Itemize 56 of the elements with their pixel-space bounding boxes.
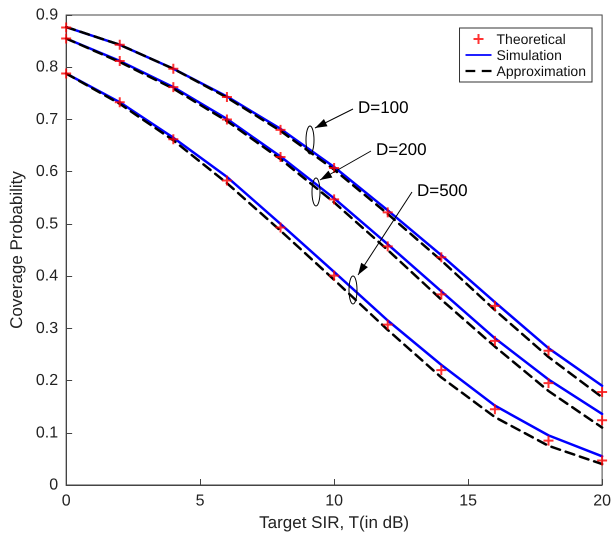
point (329, 163, 340, 174)
x-tick-label: 5 (196, 492, 205, 510)
point (597, 387, 608, 398)
point (382, 241, 393, 252)
point (382, 207, 393, 218)
point (382, 320, 393, 330)
point (222, 176, 232, 186)
point (329, 194, 340, 204)
point (597, 455, 608, 466)
point (490, 404, 500, 414)
point (276, 222, 286, 233)
point (490, 336, 500, 346)
point (597, 415, 608, 426)
point (61, 34, 72, 44)
point (276, 152, 286, 162)
point (544, 346, 554, 356)
point (436, 289, 446, 300)
legend-label: Simulation (496, 47, 562, 63)
point (114, 97, 125, 108)
x-axis-title: Target SIR, T(in dB) (259, 512, 410, 532)
x-tick-label: 0 (62, 492, 71, 510)
y-tick-label: 0 (49, 476, 58, 494)
point (436, 252, 446, 262)
point (490, 300, 500, 311)
y-tick-label: 0.7 (36, 110, 58, 128)
y-tick-label: 0.6 (36, 163, 58, 180)
x-tick-label: 10 (325, 492, 344, 510)
point (276, 124, 286, 135)
point (329, 270, 340, 281)
point (168, 64, 178, 74)
point (61, 68, 72, 78)
y-tick-label: 0.4 (36, 268, 58, 285)
legend-label: Approximation (496, 63, 586, 79)
y-tick-label: 0.3 (36, 320, 58, 337)
x-tick-label: 15 (459, 492, 478, 510)
y-tick-label: 0.1 (36, 424, 58, 442)
annotation: D=100 (358, 98, 409, 117)
point (222, 92, 232, 102)
y-tick-label: 0.5 (36, 215, 58, 232)
legend-label: Theoretical (496, 31, 566, 47)
point (544, 378, 554, 388)
y-axis-title: Coverage Probability (7, 170, 26, 329)
point (436, 365, 446, 376)
annotation: D=200 (376, 140, 427, 159)
point (168, 134, 178, 144)
y-tick-label: 0.8 (36, 58, 58, 76)
annotation: D=500 (417, 181, 468, 200)
point (114, 40, 125, 50)
point (114, 56, 125, 66)
point (222, 114, 232, 124)
y-tick-label: 0.2 (36, 372, 58, 390)
point (61, 22, 72, 33)
x-tick-label: 20 (593, 492, 612, 510)
point (544, 436, 554, 446)
point (168, 82, 178, 92)
y-tick-label: 0.9 (36, 6, 58, 24)
